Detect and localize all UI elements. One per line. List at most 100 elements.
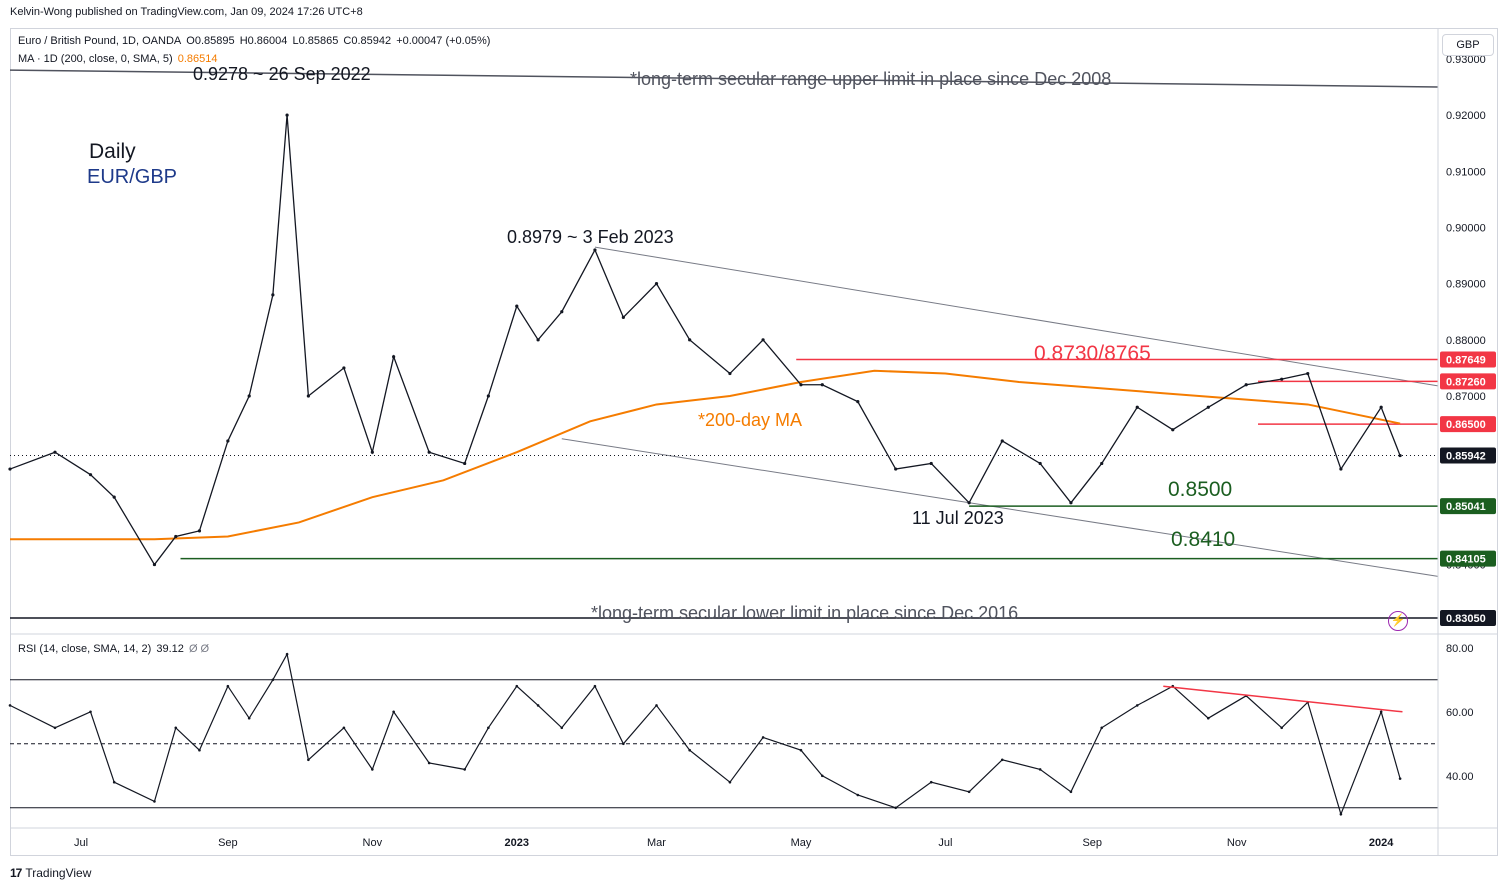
rsi-point — [799, 748, 803, 752]
price-point — [1206, 405, 1210, 409]
price-point — [1100, 461, 1104, 466]
rsi-divergence-line — [1163, 685, 1403, 713]
price-point — [820, 383, 824, 387]
rsi-point — [1069, 790, 1073, 794]
price-point — [967, 501, 971, 505]
rsi-value: 39.12 — [156, 643, 184, 655]
price-point — [856, 400, 860, 404]
price-point — [1280, 377, 1284, 381]
rsi-label[interactable]: RSI (14, close, SMA, 14, 2) — [18, 643, 152, 655]
price-line — [9, 115, 1401, 566]
support-1-label: 0.8500 — [1168, 478, 1232, 501]
lightning-icon[interactable]: ⚡ — [1388, 611, 1408, 631]
symbol-label[interactable]: Euro / British Pound, 1D, OANDA — [18, 35, 182, 47]
price-point — [1306, 371, 1310, 376]
price-point — [486, 394, 490, 398]
rsi-point — [688, 748, 691, 752]
time-tick-label: Mar — [647, 837, 666, 849]
price-point — [560, 310, 564, 314]
rsi-legend[interactable]: RSI (14, close, SMA, 14, 2) 39.12 Ø Ø — [18, 643, 211, 655]
time-tick-label: Nov — [363, 837, 383, 849]
price-point — [761, 338, 765, 342]
price-point — [463, 461, 467, 466]
rsi-point — [1398, 777, 1402, 780]
rsi-point — [174, 726, 178, 730]
level-price-tag — [1440, 609, 1496, 626]
rsi-point — [463, 768, 466, 771]
daily-label: Daily — [89, 140, 136, 163]
rsi-point — [487, 726, 490, 730]
rsi-point — [307, 758, 310, 762]
rsi-point — [285, 652, 289, 656]
time-tick-label: Jul — [938, 837, 952, 849]
price-point — [112, 495, 116, 499]
time-tick-label: Sep — [1082, 837, 1102, 849]
price-pane[interactable] — [8, 69, 1439, 619]
price-point — [1069, 501, 1073, 505]
level-price-tag — [1440, 373, 1496, 390]
price-point — [88, 473, 93, 477]
rsi-point — [560, 726, 564, 730]
rsi-point — [271, 678, 275, 682]
rsi-point — [894, 806, 897, 810]
rsi-point — [536, 704, 540, 707]
rsi-point — [198, 748, 201, 752]
rsi-point — [342, 726, 346, 730]
ma-200-line — [10, 369, 1401, 541]
rsi-extra: Ø Ø — [188, 643, 210, 655]
currency-button[interactable]: GBP — [1442, 34, 1494, 56]
rsi-point — [153, 800, 156, 803]
low-date-label: 11 Jul 2023 — [912, 508, 1004, 528]
price-tick-label: 0.91000 — [1446, 166, 1486, 178]
rsi-pane[interactable] — [8, 652, 1438, 817]
level-price-tag — [1440, 351, 1496, 368]
pair-label: EUR/GBP — [87, 166, 177, 188]
ma-value: 0.86514 — [177, 53, 218, 65]
rsi-point — [728, 780, 732, 784]
price-tick-label: 0.90000 — [1446, 222, 1486, 234]
ma-label[interactable]: MA · 1D (200, close, 0, SMA, 5) — [18, 53, 173, 65]
price-point — [152, 562, 157, 567]
rsi-point — [593, 684, 597, 688]
rsi-point — [655, 704, 658, 707]
ma200-label: *200-day MA — [698, 410, 802, 430]
tradingview-brand[interactable]: 17 TradingView — [10, 866, 91, 880]
rsi-point — [1100, 726, 1104, 730]
ohlc-legend[interactable]: Euro / British Pound, 1D, OANDA O0.85895… — [18, 35, 492, 47]
price-axis: 0.93000 0.92000 0.91000 0.90000 0.89000 0.880… — [10, 28, 1498, 856]
ma-legend[interactable]: MA · 1D (200, close, 0, SMA, 5) 0.86514 — [18, 53, 220, 65]
price-tick-label: 0.88000 — [1446, 335, 1486, 347]
price-tick-label: 0.93000 — [1446, 54, 1486, 66]
rsi-point — [392, 710, 395, 714]
rsi-point — [515, 684, 519, 688]
trend-line — [9, 69, 1439, 88]
rsi-point — [929, 780, 933, 784]
price-point — [1171, 428, 1175, 432]
price-point — [271, 293, 275, 297]
rsi-point — [856, 793, 860, 797]
upper-limit-label: *long-term secular range upper limit in … — [630, 69, 1111, 89]
rsi-point — [1135, 704, 1139, 707]
rsi-point — [226, 684, 230, 688]
price-point — [247, 394, 251, 398]
high-2023-label: 0.8979 ~ 3 Feb 2023 — [507, 227, 674, 247]
rsi-tick-label: 60.00 — [1446, 707, 1474, 719]
price-point — [688, 338, 692, 342]
time-tick-label: Sep — [218, 837, 238, 849]
rsi-point — [622, 742, 625, 746]
price-point — [197, 529, 202, 533]
brand-label: TradingView — [25, 866, 92, 880]
price-point — [174, 534, 178, 539]
level-price-label: 0.86500 — [1446, 419, 1486, 431]
last-price-label: 0.85942 — [1446, 450, 1486, 462]
trend-line — [594, 246, 1439, 387]
time-tick-label: May — [791, 837, 812, 849]
price-point — [1000, 439, 1004, 443]
rsi-line — [9, 652, 1401, 817]
rsi-point — [1379, 710, 1383, 714]
chart-frame[interactable] — [10, 28, 1498, 856]
level-price-tag — [1440, 550, 1496, 567]
level-price-label: 0.83050 — [1446, 613, 1486, 625]
high-value: H0.86004 — [239, 35, 288, 47]
